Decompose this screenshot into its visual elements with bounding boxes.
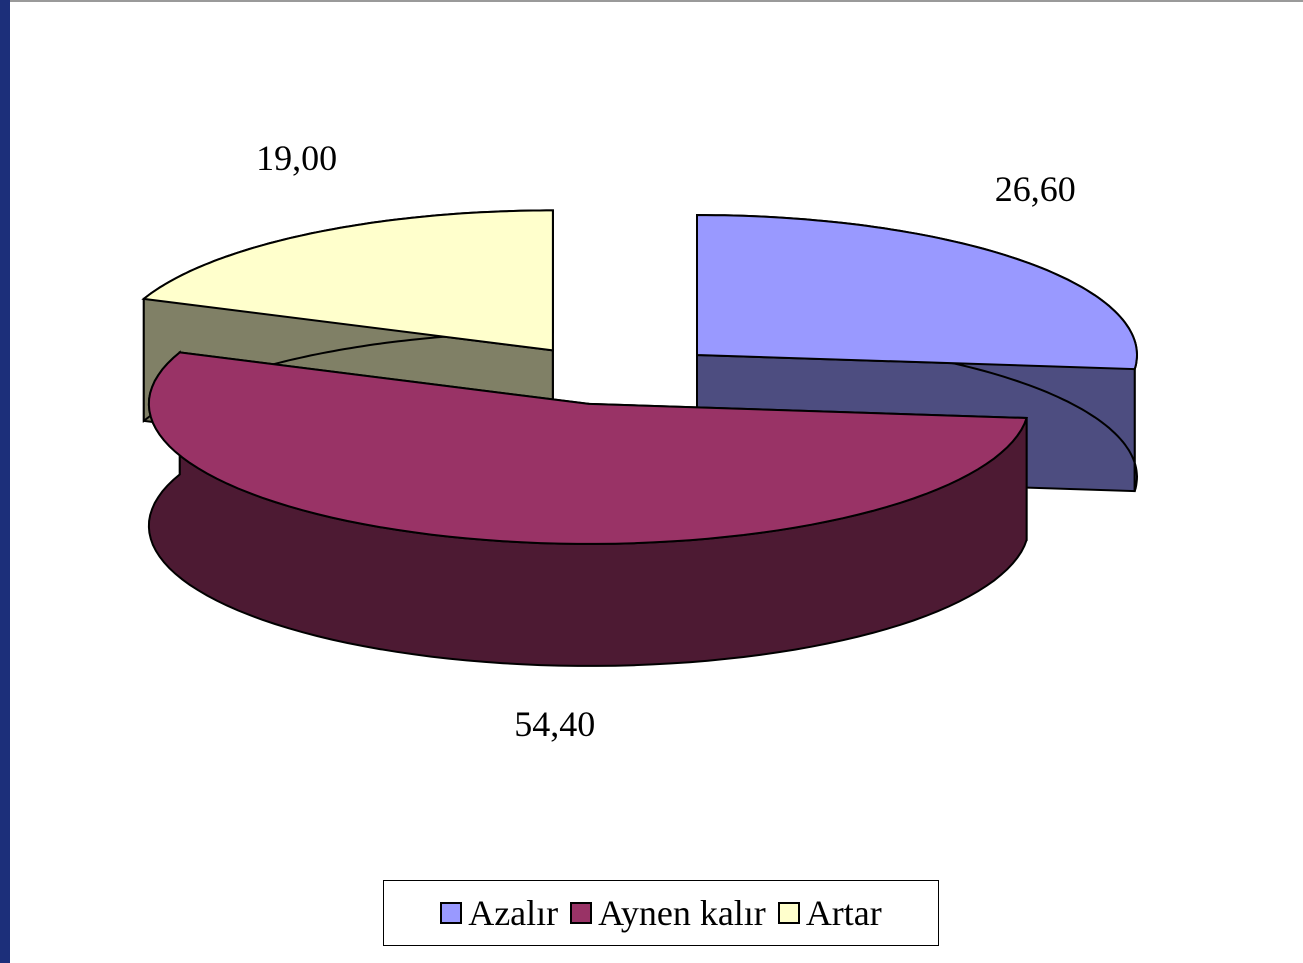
legend-entry: Azalır	[440, 892, 558, 934]
slice	[147, 351, 1029, 545]
data-label: 19,00	[256, 138, 337, 178]
legend: Azalır Aynen kalır Artar	[383, 880, 939, 946]
legend-swatch	[570, 902, 593, 924]
slice	[141, 209, 554, 352]
legend-swatch	[777, 902, 800, 924]
legend-label: Artar	[805, 893, 882, 933]
legend-swatch	[440, 902, 463, 924]
data-label: 54,40	[514, 704, 595, 744]
data-label: 26,60	[995, 169, 1076, 209]
frame-border	[10, 0, 1303, 2]
legend-label: Azalır	[468, 893, 559, 933]
frame-border	[0, 0, 10, 963]
legend-label: Aynen kalır	[598, 893, 766, 933]
legend-entry: Aynen kalır	[570, 892, 766, 934]
legend-entry: Artar	[777, 892, 882, 934]
slice	[696, 213, 1139, 371]
